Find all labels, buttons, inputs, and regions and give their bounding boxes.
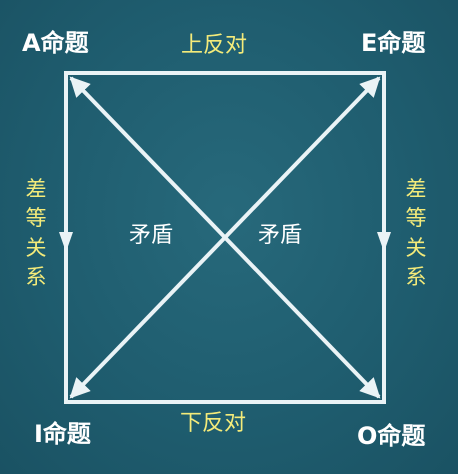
- contradiction-right-label: 矛盾: [258, 223, 303, 248]
- subcontrary-label: 下反对: [180, 411, 247, 436]
- subalternation-right-label: 差等关系: [405, 177, 427, 290]
- corner-o-label: O命题: [357, 422, 426, 450]
- corner-i-label: I命题: [34, 420, 91, 448]
- subalternation-right-arrow-icon: [377, 232, 391, 252]
- corner-a-label: A命题: [22, 29, 89, 57]
- contradiction-left-label: 矛盾: [129, 223, 174, 248]
- contrary-label: 上反对: [181, 33, 248, 58]
- subalternation-left-label: 差等关系: [25, 177, 47, 290]
- contradiction-line-e-i: [69, 76, 381, 399]
- subalternation-left-arrow-icon: [59, 232, 73, 252]
- corner-e-label: E命题: [361, 29, 426, 57]
